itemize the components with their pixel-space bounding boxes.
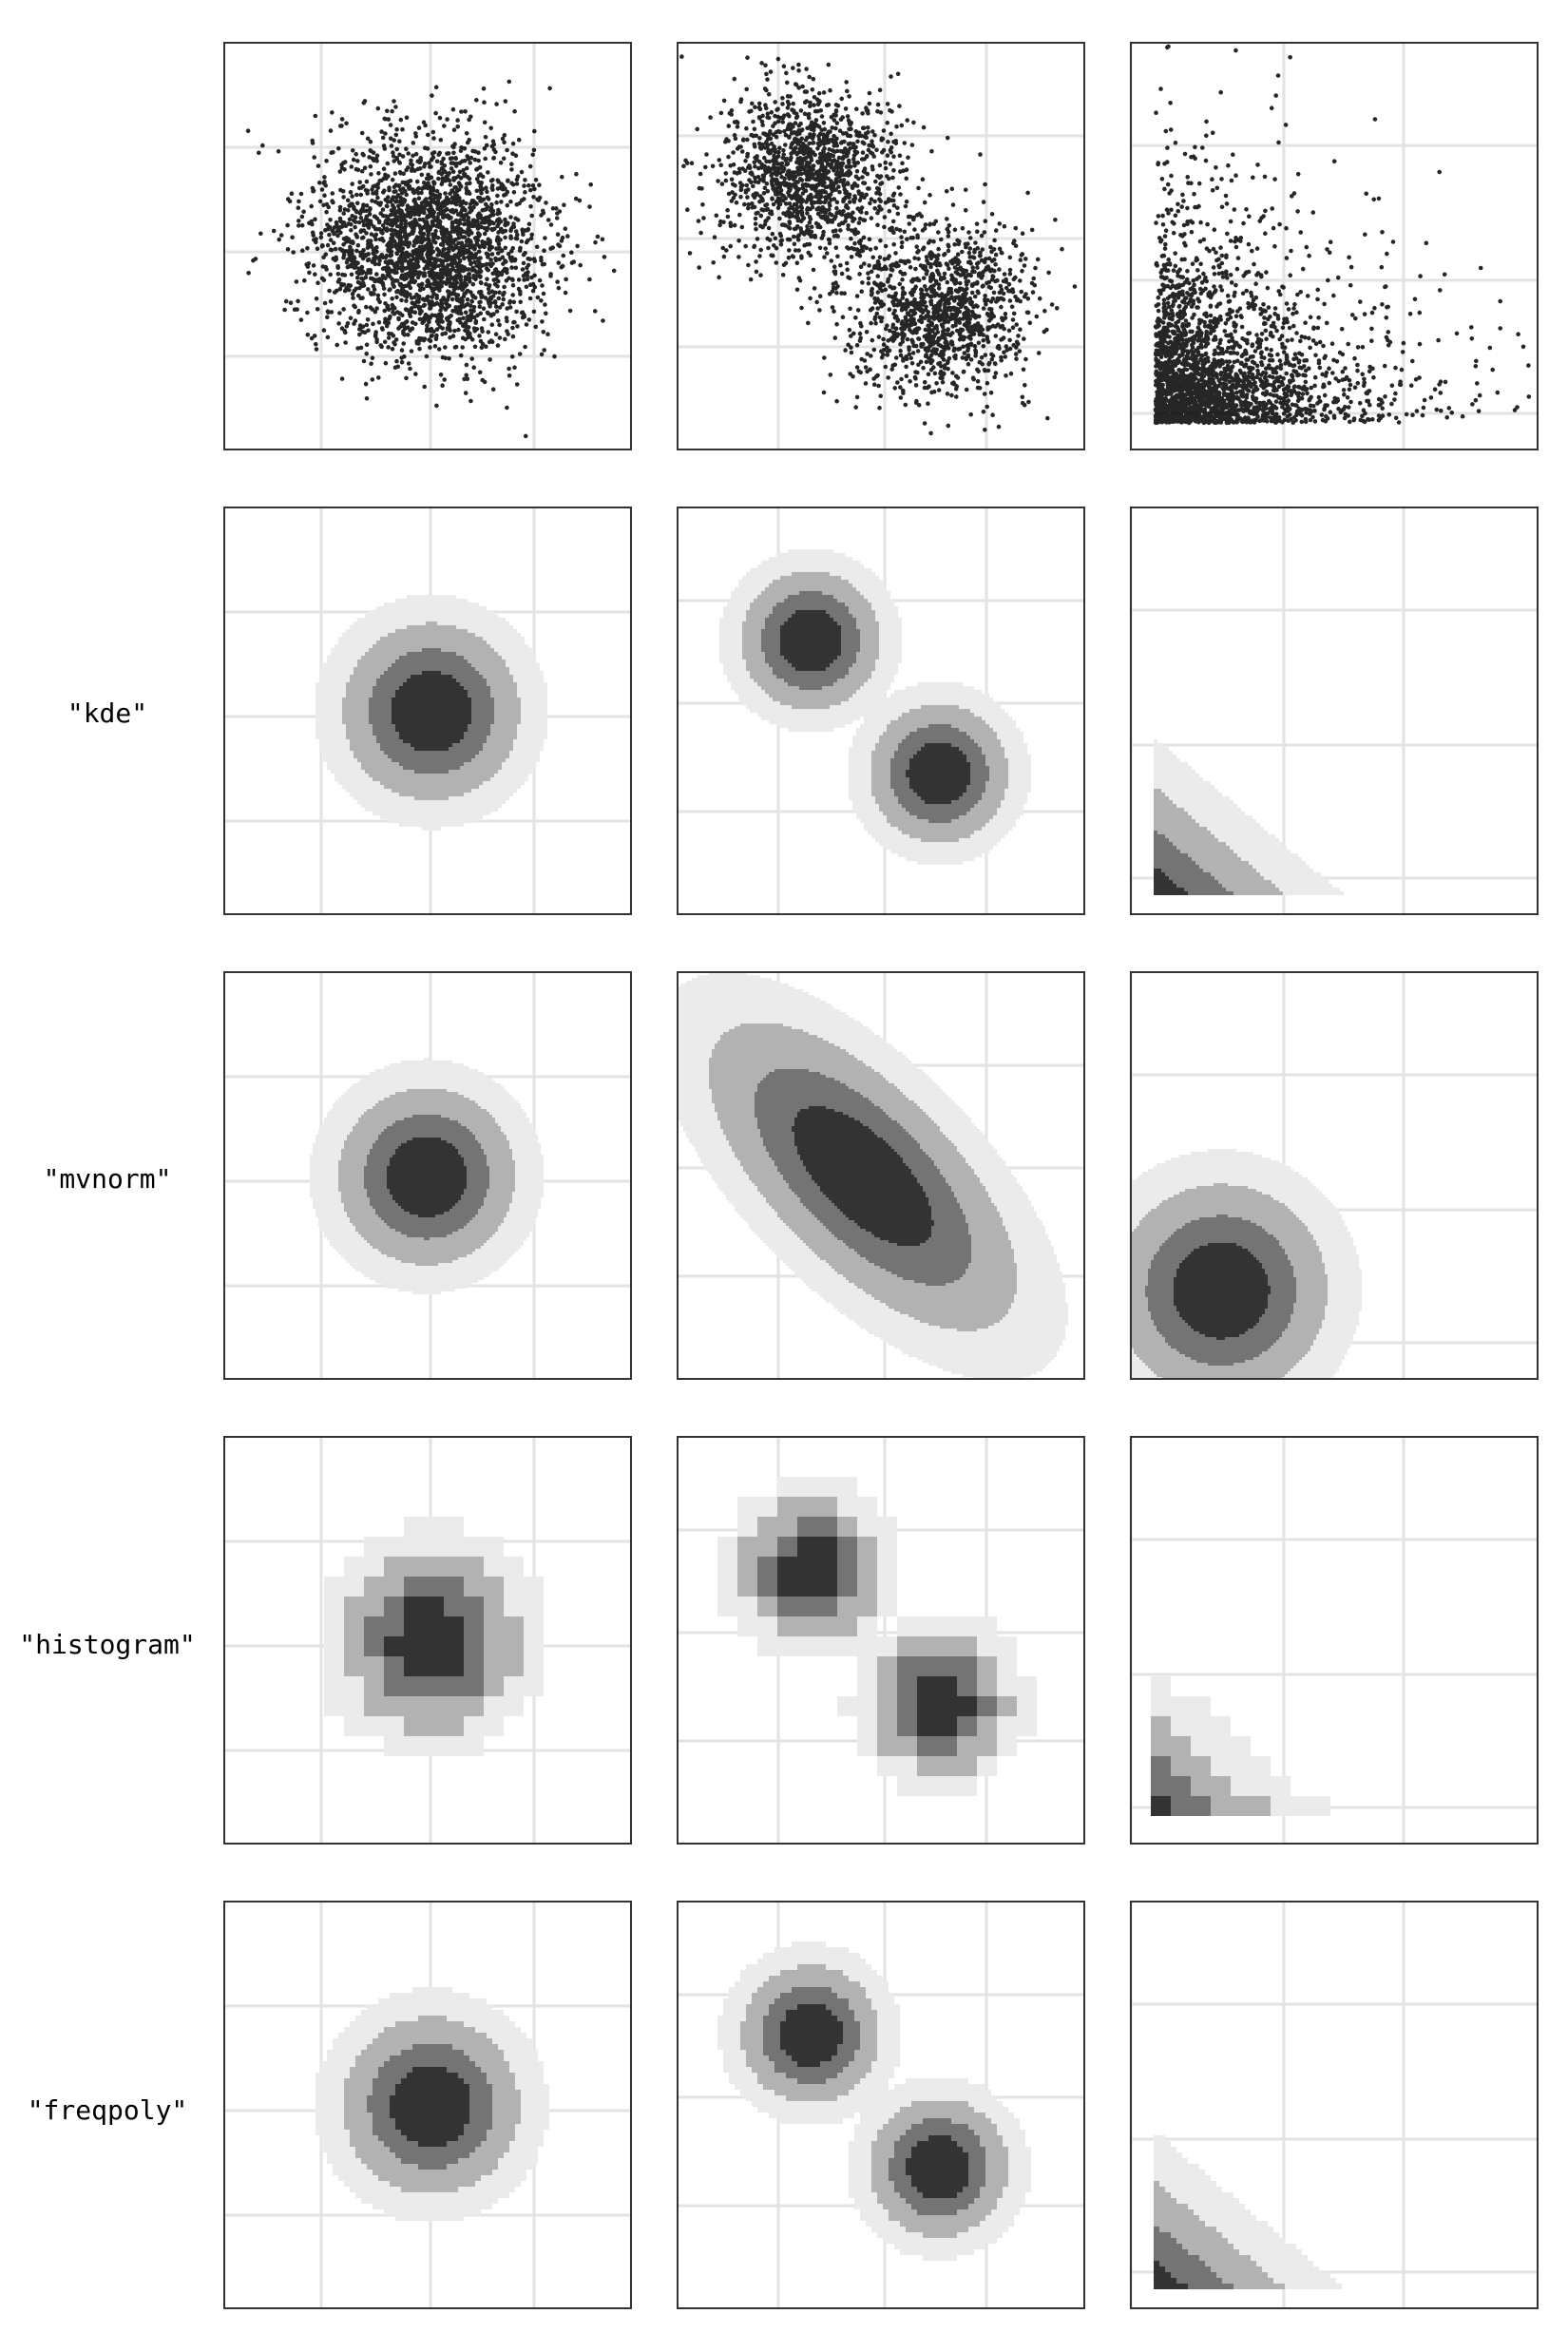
row-label-kde: "kde" — [67, 698, 147, 729]
row-label-freqpoly: "freqpoly" — [28, 2094, 188, 2126]
panel-histogram-1-plot-area — [324, 1517, 544, 1756]
panel-mvnorm-3 — [1129, 971, 1539, 1380]
panel-kde-2-frame — [677, 507, 1085, 915]
panel-histogram-3-plot-area — [1151, 1676, 1330, 1816]
panel-raw-3-frame — [1130, 42, 1539, 450]
panel-kde-3-contour-level-3 — [1154, 831, 1233, 895]
panel-kde-2 — [677, 507, 1085, 915]
panel-grid — [223, 42, 1539, 2309]
panel-mvnorm-2-contour-level-4 — [792, 1106, 934, 1246]
panel-freqpoly-3 — [1129, 1901, 1539, 2309]
panel-histogram-3 — [1129, 1436, 1539, 1845]
panel-freqpoly-1-plot-area — [316, 1987, 549, 2221]
panel-kde-1-contour-level-4 — [392, 671, 471, 751]
panel-histogram-2-contour-level-4 — [777, 1537, 977, 1736]
panel-freqpoly-3-contour-level-3 — [1154, 2227, 1233, 2289]
panel-mvnorm-2-plot-area — [678, 972, 1068, 1379]
panel-raw-1-frame — [223, 42, 632, 450]
panel-raw-3-plot-area — [1153, 44, 1532, 426]
panel-mvnorm-2 — [677, 971, 1085, 1380]
panel-raw-2-plot-area — [679, 54, 1078, 436]
panel-kde-1 — [223, 507, 632, 915]
panel-freqpoly-1-frame — [223, 1901, 632, 2309]
panel-freqpoly-2-plot-area — [717, 1941, 1031, 2261]
panel-freqpoly-2-frame — [677, 1901, 1085, 2309]
panel-freqpoly-1 — [223, 1901, 632, 2309]
panel-kde-3 — [1129, 507, 1539, 915]
panel-raw-2-point-cloud — [679, 54, 1078, 436]
panel-histogram-2-plot-area — [717, 1477, 1037, 1796]
panel-kde-1-plot-area — [316, 595, 547, 831]
panel-mvnorm-2-frame — [677, 971, 1085, 1380]
panel-mvnorm-3-plot-area — [1131, 1149, 1362, 1379]
panel-mvnorm-1-plot-area — [310, 1058, 544, 1294]
panel-histogram-2 — [677, 1436, 1085, 1845]
panel-kde-2-contour-level-4 — [780, 610, 970, 804]
panel-kde-3-contour-level-4 — [1154, 869, 1188, 895]
panel-freqpoly-2-contour-level-4 — [780, 2004, 968, 2198]
panel-raw-3 — [1129, 42, 1539, 450]
panel-raw-2-points — [679, 54, 1078, 436]
panel-raw-1-points — [245, 79, 617, 439]
panel-freqpoly-3-frame — [1130, 1901, 1539, 2309]
panel-raw-2-frame — [677, 42, 1085, 450]
panel-histogram-2-frame — [677, 1436, 1085, 1845]
panel-mvnorm-1-frame — [223, 971, 632, 1380]
panel-raw-1 — [223, 42, 632, 450]
row-label-histogram: "histogram" — [19, 1629, 195, 1660]
panel-kde-3-frame — [1130, 507, 1539, 915]
panel-kde-2-plot-area — [719, 549, 1031, 865]
panel-freqpoly-3-plot-area — [1154, 2135, 1342, 2289]
panel-raw-2 — [677, 42, 1085, 450]
panel-mvnorm-3-contour-level-4 — [1174, 1243, 1271, 1340]
panel-freqpoly-2 — [677, 1901, 1085, 2309]
panel-histogram-1 — [223, 1436, 632, 1845]
panel-raw-1-plot-area — [245, 79, 617, 439]
panel-freqpoly-3-contour-level-4 — [1154, 2261, 1188, 2289]
row-label-mvnorm: "mvnorm" — [44, 1163, 172, 1195]
panel-histogram-3-frame — [1130, 1436, 1539, 1845]
panel-mvnorm-1 — [223, 971, 632, 1380]
panel-raw-3-points — [1153, 44, 1532, 426]
panel-raw-3-point-cloud — [1153, 44, 1532, 426]
panel-freqpoly-1-contour-level-4 — [390, 2067, 469, 2147]
panel-raw-1-point-cloud — [245, 79, 617, 439]
panel-mvnorm-1-contour-level-4 — [387, 1138, 467, 1217]
panel-histogram-1-frame — [223, 1436, 632, 1845]
panel-raw-2-background — [678, 43, 1084, 449]
panel-mvnorm-3-frame — [1130, 971, 1539, 1380]
panel-histogram-1-contour-level-4 — [384, 1597, 464, 1676]
panel-kde-1-frame — [223, 507, 632, 915]
panel-histogram-3-contour-level-4 — [1151, 1796, 1171, 1816]
panel-kde-3-plot-area — [1154, 739, 1344, 895]
